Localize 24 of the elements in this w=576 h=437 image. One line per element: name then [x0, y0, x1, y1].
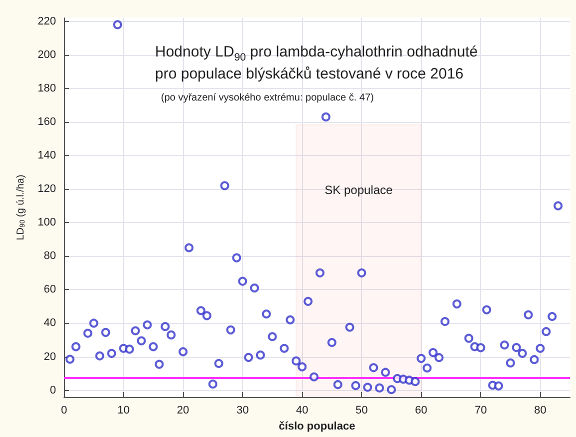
y-tick-label: 140	[38, 150, 56, 162]
x-tick-label: 40	[296, 404, 308, 416]
x-axis-title: číslo populace	[278, 420, 356, 432]
x-tick-label: 70	[474, 404, 487, 416]
y-tick-label: 20	[44, 350, 56, 363]
x-tick-label: 50	[356, 404, 368, 416]
y-tick-label: 60	[44, 284, 56, 296]
y-tick-label: 100	[38, 216, 56, 229]
text: (po vyřazení vysokého extrému: populace č. 47)	[161, 92, 374, 104]
x-tick-label: 30	[236, 404, 249, 416]
y-tick-label: 40	[44, 317, 56, 330]
x-tick-label: 0	[60, 404, 68, 416]
y-tick-label: 80	[44, 250, 56, 262]
y-tick-label: 220	[38, 15, 56, 28]
band-label: SK populace	[324, 182, 394, 197]
y-tick-label: 180	[38, 82, 56, 94]
x-tick-label: 80	[534, 404, 546, 416]
y-tick-label: 120	[38, 183, 56, 196]
y-tick-label: 0	[50, 384, 56, 396]
x-tick-label: 10	[117, 404, 130, 416]
x-tick-label: 20	[176, 404, 190, 416]
x-tick-label: 60	[415, 404, 428, 416]
y-tick-label: 160	[38, 116, 56, 128]
y-tick-label: 200	[38, 48, 56, 61]
